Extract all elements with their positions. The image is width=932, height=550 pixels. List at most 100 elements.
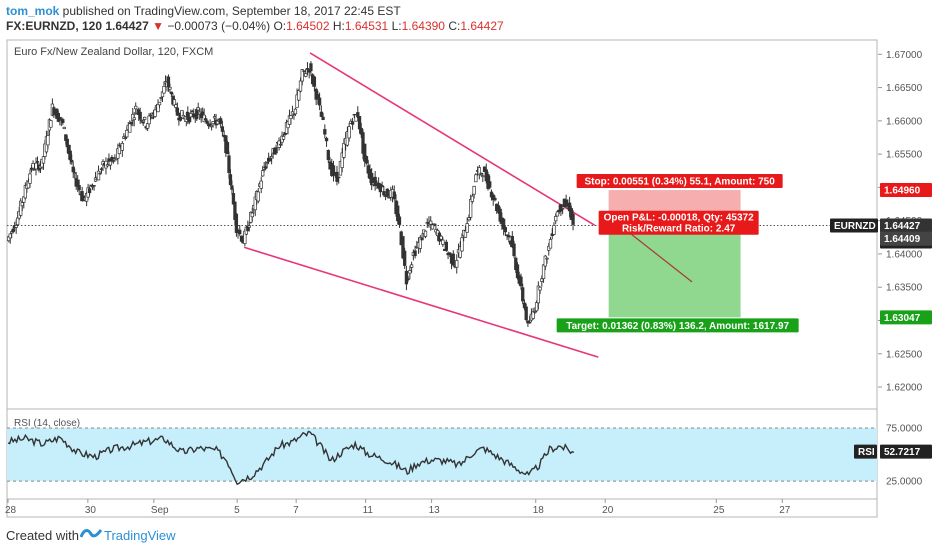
- x-tick-label: 11: [363, 505, 374, 516]
- candle-body: [159, 97, 163, 99]
- candle-body: [305, 68, 310, 70]
- close-label: C:: [448, 19, 461, 33]
- x-tick-label: 13: [429, 505, 441, 516]
- symbol-label: FX:EURNZD, 120: [6, 19, 103, 33]
- tradingview-logo-icon: [80, 529, 102, 538]
- candle-body: [441, 239, 445, 245]
- candle-body: [219, 118, 223, 124]
- candle-body: [281, 136, 286, 140]
- candle-body: [382, 191, 386, 196]
- candle-body: [324, 137, 329, 142]
- candle-body: [265, 161, 269, 164]
- candle-body: [73, 172, 77, 174]
- candle-body: [256, 191, 260, 202]
- candle-body: [8, 233, 12, 239]
- candle-body: [147, 115, 151, 125]
- candle-body: [261, 170, 265, 177]
- candle-body: [559, 204, 563, 212]
- trend-line: [243, 246, 599, 358]
- candle-body: [403, 250, 407, 266]
- candle-body: [205, 120, 209, 124]
- publish-line: tom_mok published on TradingView.com, Se…: [6, 4, 401, 18]
- candle-body: [31, 163, 35, 169]
- candle-body: [269, 156, 274, 159]
- down-arrow-icon: ▼: [152, 19, 164, 33]
- price-tag: 1.64409: [884, 234, 921, 245]
- candle-body: [540, 278, 544, 282]
- candle-body: [68, 150, 72, 161]
- candle-body: [571, 213, 575, 225]
- candle-body: [148, 114, 153, 117]
- y-tick-label: 1.62000: [886, 383, 923, 394]
- candle-body: [515, 264, 520, 279]
- candle-body: [430, 224, 435, 230]
- x-tick-label: 20: [602, 505, 614, 516]
- candle-body: [215, 120, 220, 125]
- candle-body: [524, 306, 528, 321]
- candle-body: [472, 185, 476, 195]
- footer: Created with TradingView: [0, 520, 932, 550]
- candle-body: [278, 143, 283, 146]
- candle-body: [46, 135, 50, 146]
- candle-body: [312, 76, 317, 87]
- candle-body: [289, 115, 293, 119]
- candle-body: [512, 243, 516, 257]
- candle-body: [16, 217, 20, 226]
- high-label: H:: [332, 19, 345, 33]
- candle-body: [70, 159, 74, 163]
- candle-body: [108, 160, 113, 166]
- tradingview-link[interactable]: TradingView: [104, 528, 176, 543]
- candle-body: [175, 107, 180, 116]
- price-chart[interactable]: 75.0000 25.0000 1.67000 1.66500 1.66000 1.65…: [0, 0, 932, 520]
- candle-body: [326, 150, 330, 160]
- candle-body: [528, 321, 532, 324]
- candle-body: [20, 202, 24, 207]
- author-link[interactable]: tom_mok: [6, 4, 60, 18]
- candle-body: [134, 105, 138, 110]
- y-tick-label: 1.64000: [886, 249, 923, 260]
- candle-body: [157, 101, 162, 106]
- candle-body: [409, 264, 414, 268]
- candle-body: [87, 188, 92, 194]
- pnl-label: Open P&L: -0.00018, Qty: 45372: [604, 213, 755, 224]
- candle-body: [162, 86, 166, 94]
- candle-body: [295, 94, 299, 108]
- candle-body: [302, 70, 306, 72]
- candle-body: [380, 185, 384, 188]
- candle-body: [234, 213, 239, 233]
- target-label-bg: [556, 318, 799, 333]
- candle-body: [507, 235, 511, 238]
- candle-body: [501, 218, 506, 230]
- candle-body: [420, 237, 424, 241]
- stop-label: Stop: 0.00551 (0.34%) 55.1, Amount: 750: [585, 177, 776, 188]
- y-tick-label: 1.62500: [886, 349, 923, 360]
- candle-body: [323, 129, 327, 135]
- candle-body: [385, 188, 389, 197]
- candle-body: [209, 125, 214, 127]
- candle-body: [34, 162, 38, 170]
- candle-body: [503, 227, 508, 233]
- candle-body: [406, 278, 410, 280]
- low-label: L:: [391, 19, 402, 33]
- candle-body: [463, 230, 468, 238]
- candle-body: [361, 132, 365, 154]
- candle-body: [168, 86, 172, 90]
- candle-body: [392, 191, 396, 200]
- candle-body: [145, 123, 150, 129]
- candle-body: [488, 181, 492, 188]
- candle-body: [317, 97, 322, 106]
- candle-body: [356, 112, 360, 118]
- target-zone: [608, 226, 741, 318]
- candle-body: [479, 172, 483, 175]
- candle-body: [340, 152, 344, 168]
- candle-body: [555, 211, 560, 217]
- publish-text: published on TradingView.com, September …: [59, 4, 401, 18]
- candle-body: [396, 205, 400, 222]
- candle-body: [120, 142, 124, 151]
- price-tag-bg: [880, 310, 932, 325]
- rsi-line: [7, 430, 575, 486]
- candle-body: [455, 260, 459, 268]
- rsi-band: [7, 427, 877, 482]
- candle-body: [408, 270, 412, 274]
- candle-body: [373, 176, 377, 186]
